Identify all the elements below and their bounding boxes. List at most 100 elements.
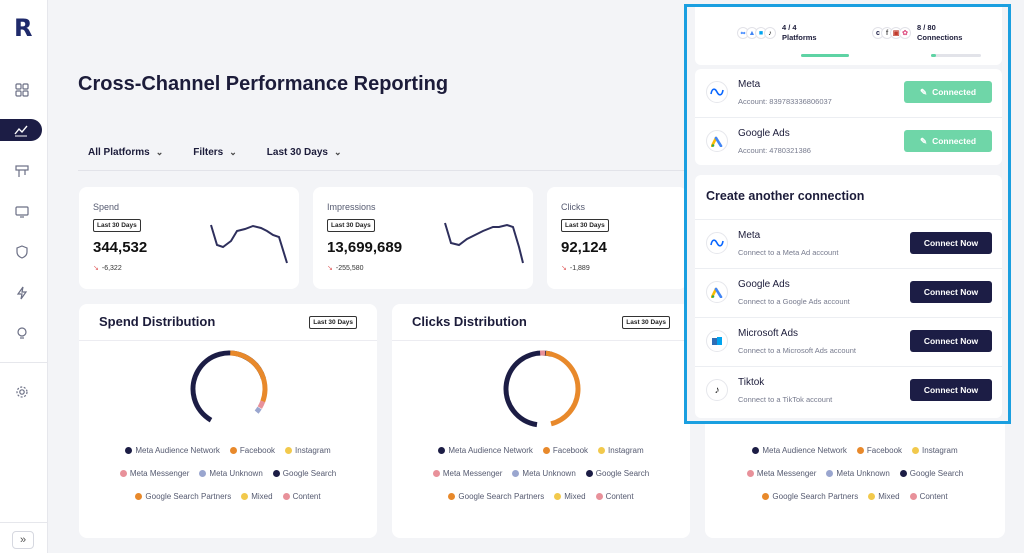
connected-button[interactable]: ✎ Connected (904, 130, 992, 152)
legend-label: Meta Audience Network (762, 446, 847, 455)
date-badge: Last 30 Days (327, 219, 375, 232)
legend-item: Meta Messenger (746, 469, 817, 478)
legend-row: Google Search Partners Mixed Content (79, 492, 377, 501)
platforms-text: 4 / 4 Platforms (782, 23, 817, 43)
connect-now-button[interactable]: Connect Now (910, 281, 992, 303)
connect-now-button[interactable]: Connect Now (910, 379, 992, 401)
platform-filter-dropdown[interactable]: All Platforms ⌄ (88, 147, 163, 158)
legend-dot (199, 470, 207, 477)
metric-card-impressions: Impressions Last 30 Days 13,699,689 ↘ -25… (313, 187, 533, 289)
legend-dot (746, 470, 754, 477)
bulb-icon[interactable] (14, 325, 30, 341)
legend-label: Meta Messenger (442, 469, 503, 478)
metric-card-spend: Spend Last 30 Days 344,532 ↘ -6,322 (79, 187, 299, 289)
legend-item: Google Search Partners (762, 492, 858, 501)
metric-delta-value: -1,889 (569, 265, 590, 272)
legend-label: Google Search Partners (145, 492, 232, 501)
legend-label: Meta Unknown (836, 469, 890, 478)
connect-now-button[interactable]: Connect Now (910, 330, 992, 352)
legend-row: Meta Audience Network Facebook Instagram (392, 446, 690, 455)
metric-delta-value: -255,580 (335, 265, 364, 272)
shield-icon[interactable] (14, 244, 30, 260)
platforms-count: 4 / 4 (782, 23, 797, 32)
google-ads-icon (706, 281, 728, 303)
gear-icon[interactable] (14, 384, 30, 400)
metric-label: Spend (93, 202, 120, 212)
platforms-usage: ∞ ▲ ■ ♪ 4 / 4 Platforms (737, 23, 817, 43)
report-icon[interactable] (14, 163, 30, 179)
legend-label: Google Search Partners (772, 492, 859, 501)
legend-item: Meta Unknown (826, 469, 890, 478)
legend-dot (272, 470, 280, 477)
connections-usage: c f ▣ ✿ 8 / 80 Connections (872, 23, 962, 43)
legend-dot (752, 447, 760, 454)
legend-label: Facebook (239, 446, 276, 455)
legend-dot (899, 470, 907, 477)
connection-row: Meta Account: 839783336806037 ✎ Connecte… (695, 69, 1002, 117)
trend-down-icon: ↘ (561, 265, 567, 272)
date-range-label: Last 30 Days (266, 147, 328, 158)
google-ads-icon (706, 130, 728, 152)
filters-dropdown[interactable]: Filters ⌄ (193, 147, 237, 158)
connection-name: Google Ads (738, 128, 790, 139)
metric-delta: ↘ -255,580 (327, 264, 364, 272)
app-logo[interactable]: R (14, 14, 33, 42)
legend-label: Mixed (564, 492, 586, 501)
connection-row: Google Ads Account: 4780321386 ✎ Connect… (695, 117, 1002, 165)
legend-label: Mixed (878, 492, 900, 501)
connected-button-label: Connected (932, 136, 977, 146)
legend-label: Meta Messenger (129, 469, 190, 478)
platforms-label: Platforms (782, 33, 817, 42)
connection-description: Connect to a Microsoft Ads account (738, 346, 856, 355)
bolt-icon[interactable] (14, 285, 30, 301)
legend-item: Mixed (241, 492, 273, 501)
client-logo-icon: ✿ (899, 27, 911, 39)
connect-now-button[interactable]: Connect Now (910, 232, 992, 254)
clicks-distribution-card: Clicks Distribution Last 30 Days Meta Au… (392, 304, 690, 538)
connected-button[interactable]: ✎ Connected (904, 81, 992, 103)
legend-label: Google Search (909, 469, 964, 478)
connections-progress-bar (931, 54, 981, 57)
legend-item: Content (282, 492, 321, 501)
donut-chart (190, 350, 268, 428)
legend-dot (119, 470, 127, 477)
metric-value: 344,532 (93, 239, 148, 256)
legend-dot (826, 470, 834, 477)
connections-text: 8 / 80 Connections (917, 23, 962, 43)
legend-dot (282, 493, 290, 500)
connection-name: Meta (738, 79, 761, 90)
legend-dot (856, 447, 864, 454)
legend-label: Facebook (552, 446, 589, 455)
filters-label: Filters (193, 147, 224, 158)
metric-delta-value: -6,322 (101, 265, 122, 272)
expand-sidebar-button[interactable]: » (12, 531, 34, 549)
legend-dot (595, 493, 603, 500)
chart-line-icon[interactable] (0, 119, 42, 141)
legend-row: Google Search Partners Mixed Content (392, 492, 690, 501)
legend-item: Google Search Partners (448, 492, 544, 501)
legend-label: Google Search Partners (458, 492, 545, 501)
legend-label: Instagram (922, 446, 958, 455)
legend-item: Meta Audience Network (125, 446, 220, 455)
trend-down-icon: ↘ (327, 265, 333, 272)
platforms-progress-bar (801, 54, 849, 57)
metric-label: Clicks (561, 202, 585, 212)
legend-label: Meta Messenger (756, 469, 817, 478)
legend-dot (868, 493, 876, 500)
platform-filter-label: All Platforms (88, 147, 150, 158)
card-title: Spend Distribution (99, 314, 216, 329)
connection-description: Connect to a TikTok account (738, 395, 833, 404)
sparkline (210, 224, 288, 264)
legend-item: Meta Audience Network (752, 446, 847, 455)
connected-accounts-card: Meta Account: 839783336806037 ✎ Connecte… (695, 69, 1002, 165)
grid-icon[interactable] (14, 82, 30, 98)
date-range-dropdown[interactable]: Last 30 Days ⌄ (267, 147, 342, 158)
legend-dot (135, 493, 143, 500)
legend-item: Content (595, 492, 634, 501)
legend-dot (241, 493, 249, 500)
monitor-icon[interactable] (14, 204, 30, 220)
metric-delta: ↘ -6,322 (93, 264, 122, 272)
trend-down-icon: ↘ (93, 265, 99, 272)
metric-label: Impressions (327, 202, 376, 212)
sidebar-divider (0, 522, 48, 523)
